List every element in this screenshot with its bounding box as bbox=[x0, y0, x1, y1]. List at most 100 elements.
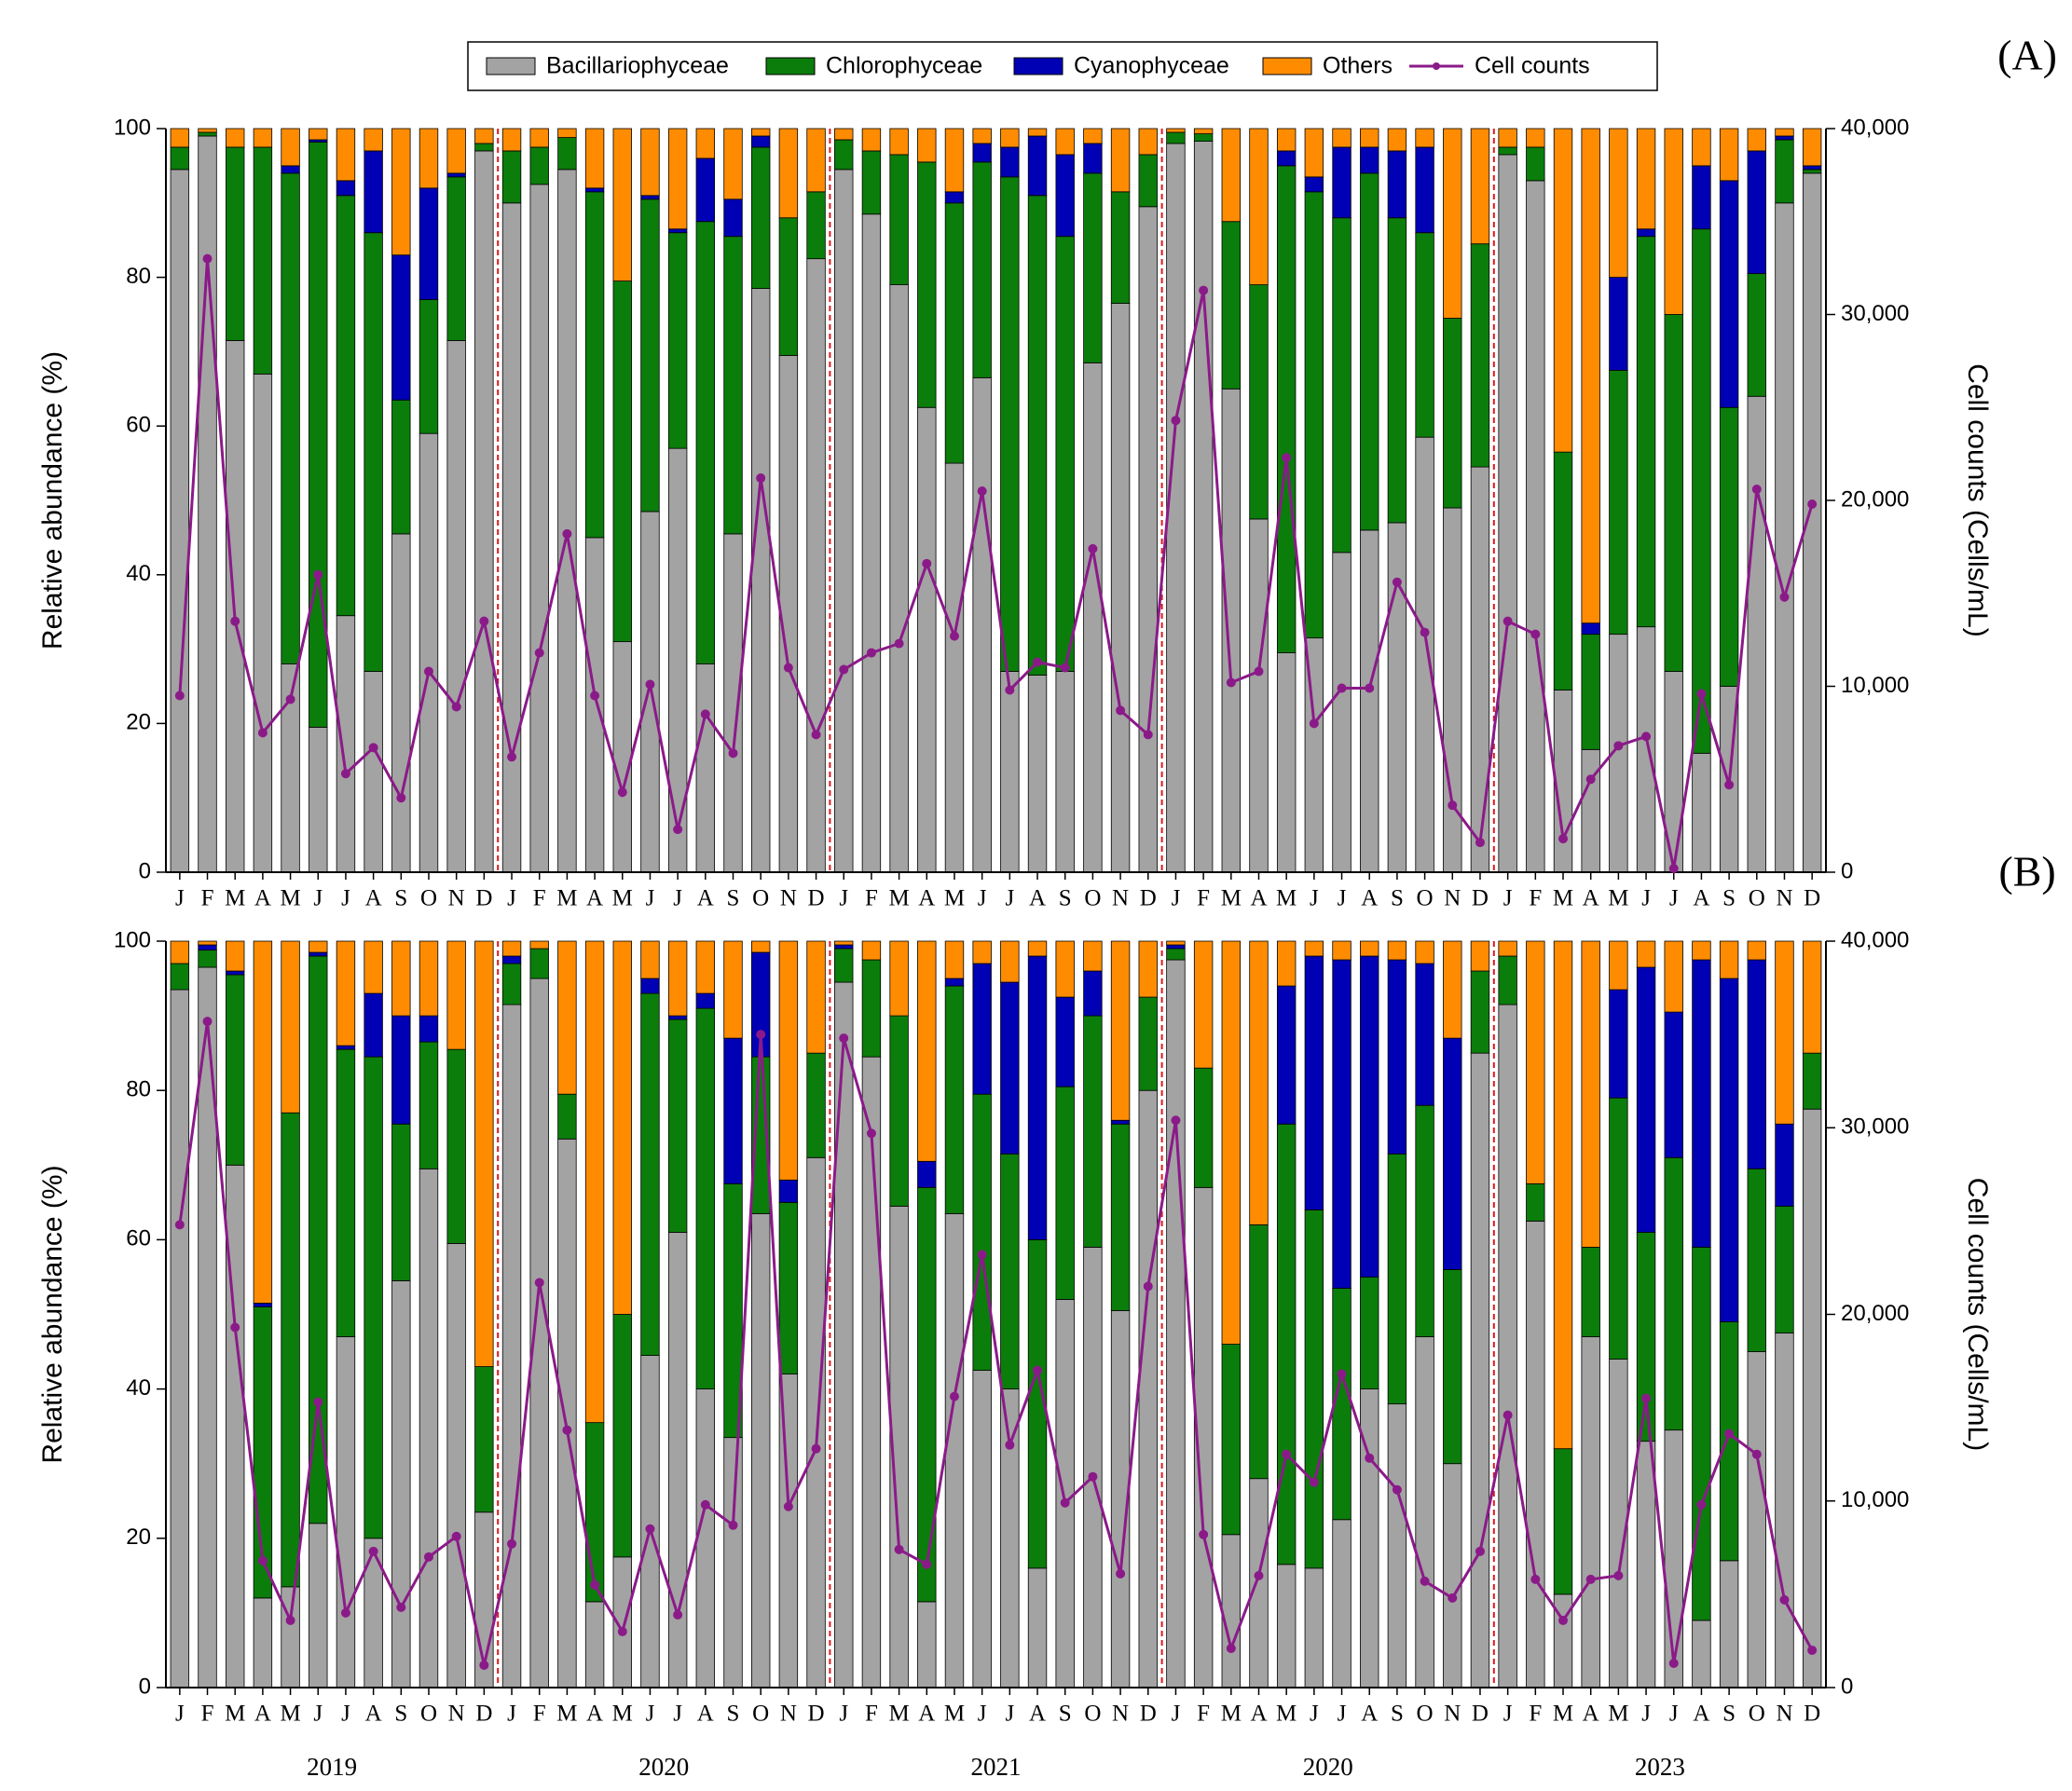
bar-segment bbox=[834, 169, 854, 873]
bar-segment bbox=[1221, 1344, 1242, 1536]
bar-segment bbox=[1747, 940, 1766, 961]
bar-segment bbox=[336, 1048, 356, 1337]
bar-segment bbox=[501, 150, 522, 204]
bar-segment bbox=[889, 940, 909, 1017]
bar-segment bbox=[1221, 221, 1242, 390]
x-tick-label: J bbox=[313, 886, 322, 911]
bar-segment bbox=[1193, 141, 1214, 873]
x-tick-label: O bbox=[1084, 1702, 1101, 1727]
bar-segment bbox=[1193, 133, 1214, 142]
bar-segment bbox=[1692, 1620, 1711, 1688]
cell-count-point bbox=[507, 1538, 517, 1549]
bar-segment bbox=[474, 143, 494, 152]
bar-segment bbox=[501, 940, 522, 957]
x-tick-label: J bbox=[1503, 886, 1513, 911]
bar-segment bbox=[1775, 202, 1794, 873]
bar-segment bbox=[1664, 1429, 1683, 1688]
bar-segment bbox=[281, 940, 300, 1114]
bar-segment bbox=[584, 1601, 605, 1688]
bar-segment bbox=[1664, 128, 1683, 315]
x-tick-label: J bbox=[1641, 1702, 1651, 1727]
bar-segment bbox=[806, 191, 826, 260]
x-tick-label: M bbox=[1608, 1702, 1628, 1727]
legend-label: Cyanophyceae bbox=[1074, 53, 1229, 79]
cell-count-point bbox=[1033, 657, 1043, 667]
x-tick-label: M bbox=[225, 886, 245, 911]
cell-count-point bbox=[174, 1220, 185, 1230]
bar-segment bbox=[1000, 940, 1020, 983]
bar-segment bbox=[584, 187, 605, 193]
cell-count-point bbox=[479, 1660, 489, 1670]
bar-segment bbox=[695, 221, 716, 664]
bar-segment bbox=[501, 202, 522, 873]
bar-segment bbox=[750, 288, 771, 873]
bar-segment bbox=[640, 198, 660, 513]
bar-segment bbox=[1387, 522, 1407, 873]
cell-count-point bbox=[1005, 685, 1015, 695]
bar-segment bbox=[1000, 1388, 1020, 1688]
cell-count-point bbox=[839, 664, 849, 675]
cell-count-point bbox=[1337, 1369, 1347, 1379]
bar-segment bbox=[750, 135, 771, 148]
bar-segment bbox=[972, 143, 992, 163]
y-axis-title: Relative abundance (%) bbox=[37, 1165, 68, 1463]
x-tick-label: J bbox=[978, 1702, 987, 1727]
bar-segment bbox=[806, 1156, 826, 1688]
bar-segment bbox=[1609, 989, 1628, 1099]
bar-segment bbox=[640, 940, 660, 979]
bar-segment bbox=[1276, 150, 1297, 167]
bar-segment bbox=[391, 1015, 411, 1125]
bar-segment bbox=[1747, 150, 1766, 275]
bar-segment bbox=[1360, 1277, 1379, 1389]
x-tick-label: A bbox=[1693, 886, 1709, 911]
cell-count-point bbox=[1558, 1615, 1569, 1625]
cell-count-point bbox=[645, 1524, 655, 1534]
bar-segment bbox=[612, 280, 632, 643]
bar-segment bbox=[1027, 1567, 1048, 1688]
bar-segment bbox=[778, 1201, 799, 1374]
bar-segment bbox=[1193, 940, 1214, 1069]
bar-segment bbox=[917, 1160, 937, 1188]
bar-segment bbox=[474, 128, 494, 144]
bar-segment bbox=[198, 128, 217, 133]
cell-count-point bbox=[1088, 543, 1098, 554]
bar-segment bbox=[944, 128, 965, 193]
x-tick-label: M bbox=[1221, 886, 1242, 911]
bar-segment bbox=[1415, 128, 1434, 148]
bar-segment bbox=[1719, 978, 1739, 1322]
bar-segment bbox=[584, 940, 605, 1424]
cell-count-point bbox=[257, 728, 268, 738]
bar-segment bbox=[1166, 131, 1186, 144]
cell-count-point bbox=[1143, 730, 1153, 740]
bar-segment bbox=[253, 373, 273, 873]
y-tick-label: 0 bbox=[139, 858, 151, 883]
bar-segment bbox=[1110, 940, 1131, 1121]
x-tick-label: J bbox=[1641, 886, 1651, 911]
x-tick-label: M bbox=[944, 1702, 965, 1727]
cell-count-point bbox=[1254, 666, 1264, 677]
bar-segment bbox=[640, 992, 660, 1356]
bar-segment bbox=[1360, 146, 1379, 174]
bar-segment bbox=[640, 978, 660, 994]
x-tick-label: S bbox=[1391, 886, 1404, 911]
x-tick-label: N bbox=[780, 1702, 797, 1727]
cell-count-point bbox=[977, 486, 987, 497]
x-tick-label: M bbox=[888, 886, 909, 911]
cell-count-point bbox=[1779, 592, 1790, 602]
x-tick-label: J bbox=[507, 886, 516, 911]
y-tick-label: 0 bbox=[139, 1674, 151, 1699]
bar-segment bbox=[1747, 959, 1766, 1169]
bar-segment bbox=[1802, 128, 1822, 167]
bar-segment bbox=[1747, 273, 1766, 397]
x-tick-label: J bbox=[1172, 886, 1181, 911]
cell-count-point bbox=[1696, 1499, 1707, 1510]
bar-segment bbox=[419, 1015, 439, 1043]
bar-segment bbox=[391, 533, 411, 873]
bar-segment bbox=[1221, 940, 1242, 1345]
x-tick-label: F bbox=[201, 1702, 214, 1727]
cell-count-point bbox=[1143, 1281, 1153, 1292]
y-tick-label: 100 bbox=[114, 927, 151, 952]
bar-segment bbox=[1193, 128, 1214, 134]
bar-segment bbox=[861, 128, 882, 152]
x-tick-label: S bbox=[394, 1702, 407, 1727]
